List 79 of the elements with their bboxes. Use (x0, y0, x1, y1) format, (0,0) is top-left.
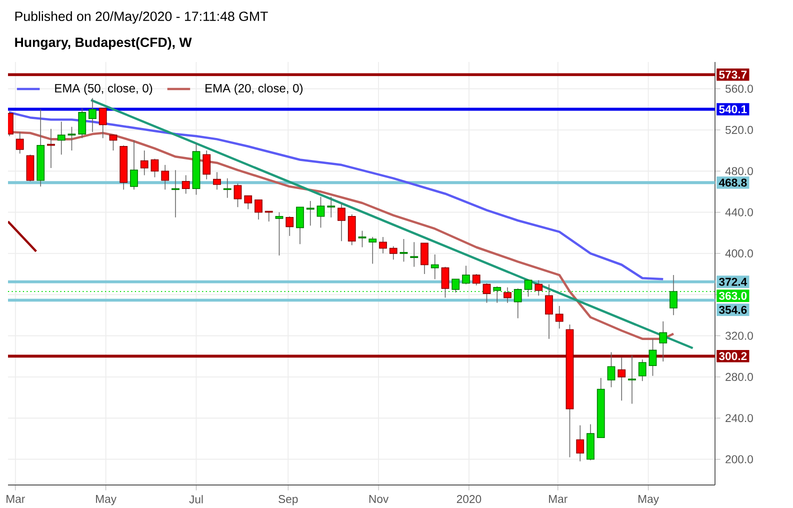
ref-line-label: 573.7 (719, 70, 747, 79)
candlestick (286, 216, 294, 236)
x-tick-label: May (96, 495, 117, 506)
candlestick (223, 178, 232, 198)
x-tick-label: 2020 (456, 495, 482, 504)
y-tick-label: 440.0 (725, 208, 753, 216)
candlestick (638, 359, 646, 382)
candlestick (659, 320, 668, 362)
ref-line-label: 468.8 (718, 178, 747, 187)
candlestick (16, 132, 24, 154)
ref-line-label: 354.6 (718, 306, 747, 314)
candlestick (472, 274, 480, 286)
candlestick (78, 108, 86, 139)
candlestick (47, 128, 55, 168)
candlestick (306, 200, 314, 226)
y-tick-label: 560.0 (726, 84, 753, 93)
text: Published on 20/May/2020 - 17:11:48 GMT (15, 11, 268, 24)
y-tick-label: 520.0 (726, 126, 753, 134)
candlestick (140, 150, 148, 176)
candlestick (234, 183, 242, 208)
candlestick (327, 196, 336, 218)
candlestick (534, 280, 543, 296)
candlestick (607, 352, 616, 388)
candlestick (68, 126, 76, 151)
candlestick (379, 236, 387, 254)
candlestick (628, 354, 636, 404)
candlestick (57, 121, 66, 156)
chart-title: Hungary, Budapest(CFD), W (15, 37, 192, 50)
candlestick (109, 134, 118, 151)
candlestick (576, 424, 584, 462)
candlestick (275, 212, 284, 256)
candlestick (98, 108, 107, 139)
y-tick-label: 400.0 (725, 249, 753, 258)
candlestick (648, 338, 657, 376)
ref-line-label: 540.1 (719, 105, 747, 114)
candlestick (441, 266, 450, 298)
legend-label: EMA (50, close, 0) (55, 84, 152, 95)
candlestick (389, 246, 398, 260)
candlestick (150, 158, 159, 178)
x-tick-label: Nov (369, 495, 389, 503)
candlestick (410, 242, 418, 268)
candlestick (358, 230, 366, 248)
ref-line-label: 363.0 (718, 292, 747, 300)
candlestick (368, 236, 377, 264)
candlestick (462, 265, 470, 285)
candlestick (482, 282, 491, 304)
candlestick (430, 254, 439, 280)
x-tick-label: Mar (549, 495, 568, 503)
candlestick (296, 206, 304, 245)
candlestick (338, 202, 346, 242)
candlestick (130, 140, 138, 190)
line-series (8, 111, 664, 280)
y-tick-label: 240.0 (726, 414, 753, 422)
x-tick-label: Jul (189, 495, 203, 504)
candlestick (172, 170, 180, 218)
ref-line-label: 372.4 (718, 278, 748, 286)
candlestick (555, 306, 564, 329)
y-tick-label: 320.0 (725, 332, 753, 340)
x-tick-label: May (638, 495, 659, 506)
candlestick (244, 195, 252, 210)
candlestick (254, 200, 262, 220)
candlestick (618, 356, 626, 402)
legend-label: EMA (20, close, 0) (206, 84, 303, 95)
y-tick-label: 280.0 (726, 372, 753, 381)
candlestick (182, 174, 190, 194)
x-tick-label: Mar (6, 495, 25, 503)
y-tick-label: 200.0 (726, 455, 753, 464)
candlestick (504, 286, 512, 304)
candlestick (161, 164, 170, 190)
candlestick (545, 284, 553, 340)
candlestick (316, 196, 325, 228)
y-tick-label: 480.0 (725, 167, 753, 176)
candlestick (202, 150, 211, 180)
ref-line-label: 300.2 (718, 352, 747, 360)
candlestick (213, 172, 221, 190)
candlestick (420, 242, 428, 274)
x-tick-label: Sep (278, 495, 298, 506)
candlestick (88, 98, 96, 132)
candlestick (400, 238, 408, 262)
